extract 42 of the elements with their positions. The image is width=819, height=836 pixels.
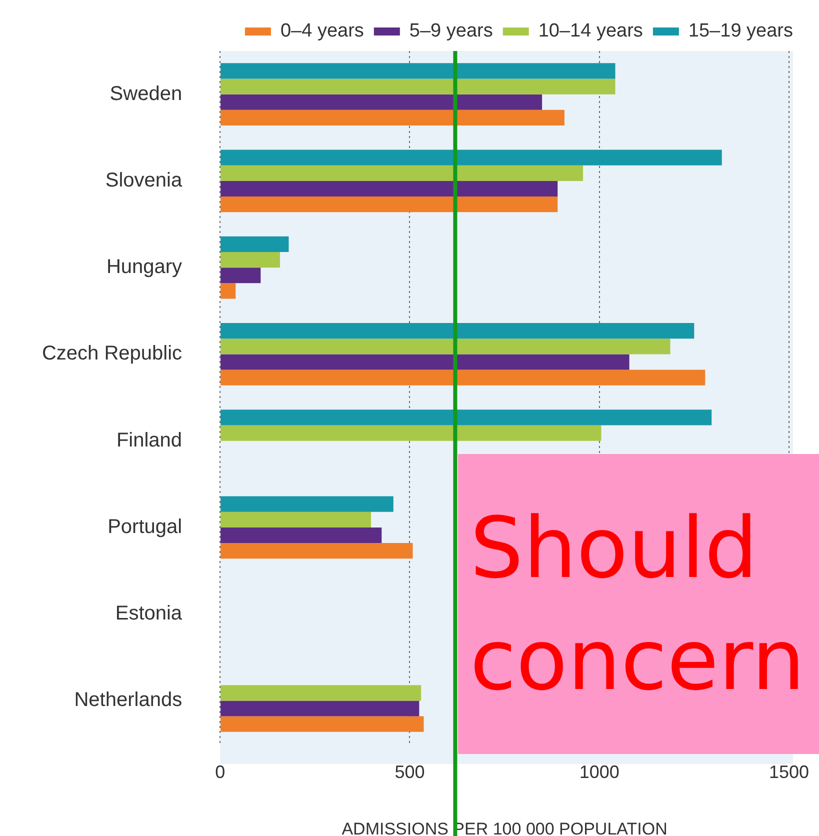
bar <box>220 512 372 528</box>
y-tick-label: Czech Republic <box>42 342 182 365</box>
bar <box>220 527 382 544</box>
y-tick-label: Slovenia <box>105 169 183 192</box>
bar <box>220 410 712 426</box>
bar <box>220 323 694 339</box>
bar <box>220 63 616 79</box>
bar <box>220 354 630 370</box>
legend-label: 5–9 years <box>409 20 493 42</box>
bar <box>220 252 280 268</box>
annotation: Should concern <box>458 454 819 754</box>
bar <box>220 496 394 512</box>
bar <box>220 700 420 716</box>
bar <box>220 338 670 354</box>
bar <box>220 370 706 386</box>
bar <box>220 196 558 212</box>
y-tick-label: Portugal <box>108 516 182 538</box>
bar <box>220 180 558 197</box>
x-tick-label: 1500 <box>768 762 809 782</box>
bar <box>220 236 289 252</box>
bar <box>220 165 584 181</box>
bar <box>220 283 236 299</box>
bar <box>220 110 564 126</box>
y-tick-label: Netherlands <box>74 689 182 712</box>
y-tick-label: Finland <box>116 429 182 452</box>
bar <box>220 150 722 166</box>
y-tick-label: Sweden <box>110 82 182 105</box>
bar <box>220 268 261 284</box>
bar <box>220 685 422 701</box>
y-tick-label: Hungary <box>106 256 182 278</box>
x-tick-label: 0 <box>215 762 226 782</box>
legend-label: 0–4 years <box>280 20 364 42</box>
legend-label: 10–14 years <box>538 20 643 42</box>
y-tick-label: Estonia <box>115 602 183 625</box>
bar <box>220 543 413 559</box>
bar <box>220 78 616 94</box>
legend-label: 15–19 years <box>688 20 794 42</box>
x-tick-label: 1000 <box>579 762 620 782</box>
bar <box>220 425 602 441</box>
bar <box>220 716 424 732</box>
x-tick-label: 500 <box>394 762 425 782</box>
bar <box>220 94 542 110</box>
